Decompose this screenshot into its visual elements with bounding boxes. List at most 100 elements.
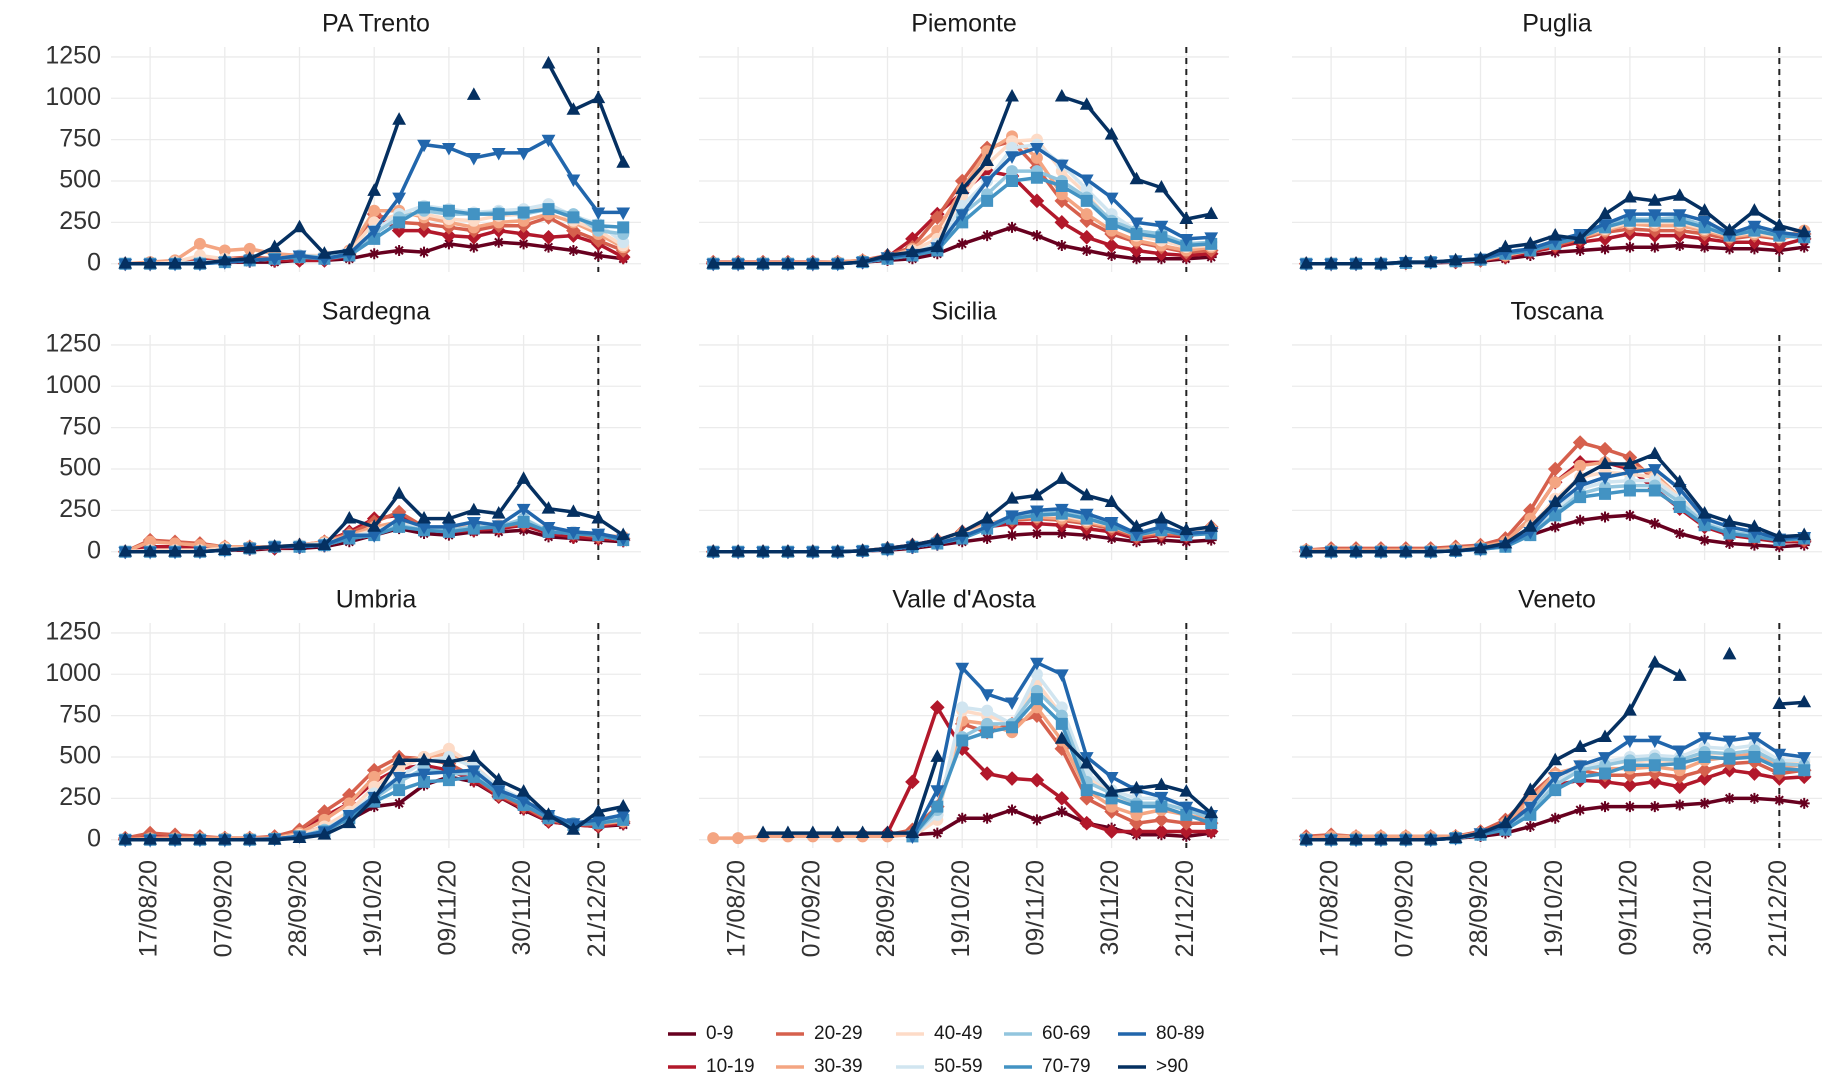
point-marker [1079, 755, 1094, 769]
point-marker [517, 206, 530, 219]
point-marker [466, 749, 481, 762]
point-marker [592, 249, 604, 261]
point-marker [1624, 241, 1636, 253]
point-marker [367, 790, 382, 804]
point-marker [1647, 193, 1662, 206]
legend-label: 50-59 [934, 1056, 983, 1077]
point-marker [1647, 209, 1662, 222]
point-marker [466, 87, 481, 100]
point-marker [1179, 234, 1194, 247]
panel-title: Umbria [336, 586, 417, 614]
point-marker [1649, 801, 1661, 813]
point-marker [1030, 487, 1044, 501]
point-marker [955, 524, 970, 537]
point-marker [317, 246, 332, 259]
panel: Toscana [1292, 298, 1822, 560]
point-marker [1056, 528, 1068, 540]
point-marker [1079, 508, 1094, 522]
point-marker [292, 219, 307, 233]
legend-label: 10-19 [706, 1056, 755, 1077]
point-marker [1029, 772, 1045, 788]
point-marker [1080, 208, 1093, 221]
point-marker [1055, 717, 1068, 730]
point-marker [981, 812, 993, 824]
point-marker [1056, 806, 1068, 818]
y-tick-label: 500 [59, 742, 101, 770]
point-marker [1674, 240, 1686, 252]
y-tick-label: 1250 [45, 42, 101, 70]
point-marker [1106, 249, 1118, 261]
point-marker [1549, 476, 1562, 489]
point-marker [466, 517, 481, 530]
point-marker [1005, 510, 1019, 523]
y-tick-label: 0 [87, 824, 101, 852]
point-marker [1548, 494, 1563, 507]
point-marker [756, 544, 770, 557]
point-marker [441, 228, 457, 243]
point-marker [591, 207, 606, 221]
x-tick-label: 30/11/20 [1689, 860, 1717, 955]
point-marker [1547, 461, 1563, 477]
point-marker [731, 544, 746, 557]
point-marker [1649, 518, 1661, 530]
panel: Valle d'Aosta 17/08/20 07/09/20 28/09/20 19/… [699, 586, 1229, 957]
point-marker [1673, 757, 1686, 770]
point-marker [1154, 220, 1169, 234]
point-marker [1131, 253, 1143, 265]
point-marker [1324, 256, 1339, 269]
point-marker [541, 807, 556, 820]
point-marker [566, 822, 581, 835]
point-marker [1797, 527, 1812, 541]
x-tick-label: 19/10/20 [947, 860, 975, 957]
point-marker [368, 248, 380, 260]
point-marker [1030, 505, 1044, 519]
point-marker [417, 511, 431, 524]
point-marker [417, 752, 431, 766]
point-marker [1029, 193, 1045, 209]
point-marker [1079, 487, 1094, 501]
point-marker [981, 194, 994, 207]
point-marker [1699, 241, 1711, 253]
point-marker [443, 238, 455, 250]
point-marker [1599, 767, 1612, 780]
point-marker [1574, 244, 1586, 256]
x-tick-label: 28/09/20 [284, 860, 312, 957]
point-marker [1374, 832, 1388, 845]
y-tick-label: 1250 [45, 330, 101, 358]
point-marker [1672, 209, 1687, 222]
legend-label: 40-49 [934, 1023, 983, 1044]
point-marker [1573, 760, 1588, 773]
point-marker [1498, 239, 1513, 253]
point-marker [193, 256, 207, 269]
point-marker [1398, 254, 1413, 267]
point-marker [368, 204, 381, 217]
point-marker [930, 532, 945, 546]
point-marker [1349, 256, 1363, 269]
point-marker [1030, 693, 1043, 706]
point-marker [567, 244, 579, 256]
point-marker [1772, 218, 1787, 231]
point-marker [1697, 762, 1712, 778]
point-marker [317, 827, 332, 840]
point-marker [1179, 801, 1194, 815]
point-marker [143, 832, 158, 845]
x-tick-label: 07/09/20 [209, 860, 237, 957]
legend-label: 60-69 [1042, 1023, 1091, 1044]
point-marker [1549, 509, 1562, 522]
point-marker [143, 544, 158, 557]
point-marker [930, 749, 945, 762]
point-marker [1006, 529, 1018, 541]
point-marker [591, 528, 606, 542]
point-marker [1772, 748, 1787, 762]
point-marker [1623, 735, 1637, 749]
point-marker [541, 229, 556, 245]
point-marker [1398, 544, 1413, 557]
point-marker [1773, 762, 1786, 775]
point-marker [566, 102, 581, 115]
x-tick-label: 28/09/20 [1465, 860, 1493, 957]
point-marker [1523, 801, 1538, 815]
point-marker [1448, 543, 1463, 556]
point-marker [981, 704, 994, 717]
point-marker [491, 506, 506, 519]
point-marker [1598, 472, 1612, 485]
